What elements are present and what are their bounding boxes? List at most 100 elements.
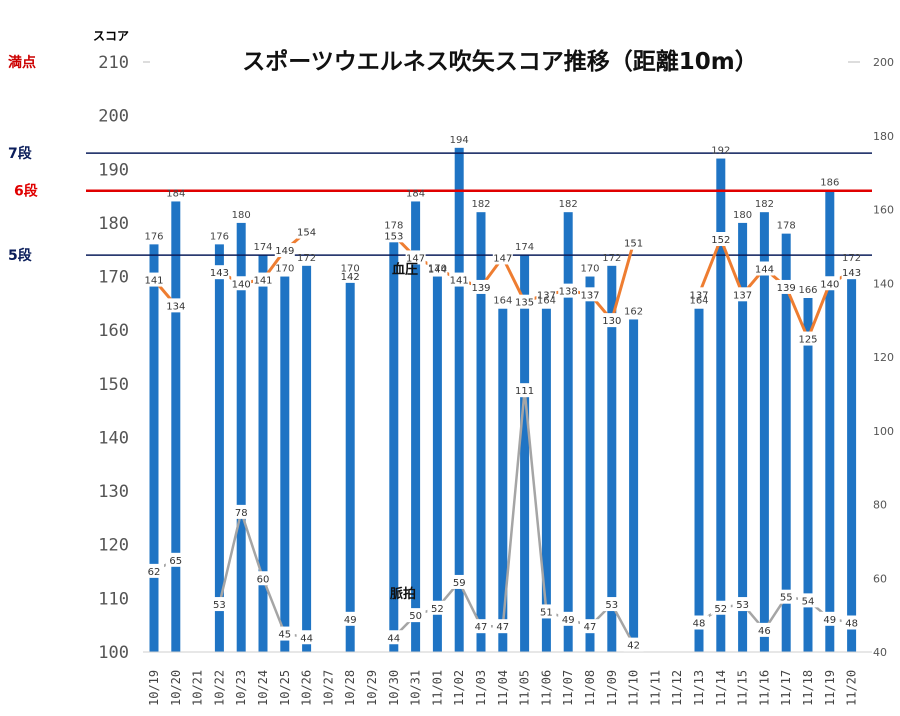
line-label: 78 bbox=[235, 508, 248, 519]
bar-value-label: 194 bbox=[450, 135, 469, 146]
line-label: 140 bbox=[820, 279, 839, 290]
line-label: 60 bbox=[257, 574, 270, 585]
line-label: 137 bbox=[537, 290, 556, 301]
x-tick-label: 11/15 bbox=[736, 670, 750, 706]
bar-10/23 bbox=[236, 222, 246, 652]
x-tick-label: 10/30 bbox=[387, 670, 401, 706]
line-label: 42 bbox=[627, 641, 640, 652]
bar-value-label: 164 bbox=[493, 296, 512, 307]
bar-10/25 bbox=[280, 276, 290, 652]
bar-value-label: 178 bbox=[777, 221, 796, 232]
line-label: 144 bbox=[755, 265, 774, 276]
label-box bbox=[405, 250, 426, 265]
x-tick-label: 10/22 bbox=[212, 670, 226, 706]
x-tick-label: 11/14 bbox=[714, 670, 728, 706]
line-label: 139 bbox=[777, 283, 796, 294]
label-box bbox=[274, 243, 295, 258]
line-label: 65 bbox=[169, 556, 182, 567]
label-box bbox=[536, 287, 557, 302]
y2-tick-label: 200 bbox=[873, 56, 894, 69]
line-label: 47 bbox=[584, 622, 597, 633]
x-tick-label: 11/01 bbox=[430, 670, 444, 706]
bar-11/17 bbox=[781, 233, 791, 653]
bar-value-label: 170 bbox=[341, 264, 360, 275]
bar-value-label: 170 bbox=[428, 264, 447, 275]
line-label: 49 bbox=[562, 615, 575, 626]
bar-value-label: 176 bbox=[144, 231, 163, 242]
label-box bbox=[819, 611, 840, 626]
bar-value-label: 174 bbox=[515, 242, 534, 253]
label-box bbox=[340, 611, 361, 626]
line-label: 55 bbox=[780, 593, 793, 604]
line-label: 153 bbox=[384, 231, 403, 242]
bar-11/09 bbox=[607, 265, 617, 652]
bar-10/22 bbox=[214, 244, 224, 652]
label-box bbox=[165, 298, 186, 313]
chart-title: スポーツウエルネス吹矢スコア推移（距離10m） bbox=[242, 48, 758, 75]
bar-value-label: 184 bbox=[406, 188, 425, 199]
bar-value-label: 180 bbox=[733, 210, 752, 221]
bar-value-label: 172 bbox=[602, 253, 621, 264]
line-label: 53 bbox=[736, 600, 749, 611]
line-label: 140 bbox=[232, 279, 251, 290]
x-tick-label: 11/20 bbox=[845, 670, 859, 706]
reference-label: 6段 bbox=[14, 183, 38, 200]
line-label: 45 bbox=[278, 630, 291, 641]
bar-value-label: 184 bbox=[166, 188, 185, 199]
line-label: 50 bbox=[409, 611, 422, 622]
label-box bbox=[601, 597, 622, 612]
x-tick-label: 11/04 bbox=[496, 670, 510, 706]
y-tick-label: 120 bbox=[98, 536, 129, 556]
line-label: 52 bbox=[431, 604, 444, 615]
label-box bbox=[144, 563, 164, 578]
label-box bbox=[841, 265, 862, 280]
x-tick-label: 10/19 bbox=[147, 670, 161, 706]
line-label: 44 bbox=[300, 633, 313, 644]
bar-10/30 bbox=[389, 233, 399, 653]
line-label: 47 bbox=[496, 622, 509, 633]
line-label: 48 bbox=[845, 619, 858, 630]
y2-tick-label: 180 bbox=[873, 130, 894, 143]
x-tick-label: 10/28 bbox=[343, 670, 357, 706]
bar-11/05 bbox=[520, 255, 530, 652]
label-box bbox=[536, 604, 557, 619]
y-tick-label: 100 bbox=[98, 643, 129, 663]
label-box bbox=[754, 261, 775, 276]
line-label: 53 bbox=[213, 600, 226, 611]
label-box bbox=[449, 574, 470, 589]
label-box bbox=[405, 608, 426, 623]
label-box bbox=[449, 272, 470, 287]
reference-label: 5段 bbox=[8, 247, 32, 264]
label-box bbox=[144, 272, 164, 287]
line-label: 143 bbox=[210, 268, 229, 279]
bar-value-label: 176 bbox=[210, 231, 229, 242]
line-label: 130 bbox=[602, 316, 621, 327]
y-tick-label: 140 bbox=[98, 428, 129, 448]
bar-value-label: 178 bbox=[384, 221, 403, 232]
label-box bbox=[209, 597, 230, 612]
line-label: 137 bbox=[689, 290, 708, 301]
line-label: 47 bbox=[475, 622, 488, 633]
line-label: 49 bbox=[823, 615, 836, 626]
line-label: 151 bbox=[624, 239, 643, 250]
label-box bbox=[689, 287, 709, 302]
x-tick-label: 10/24 bbox=[256, 670, 270, 706]
label-box bbox=[231, 276, 252, 291]
label-box bbox=[580, 287, 600, 302]
line-label: 141 bbox=[450, 276, 469, 287]
x-tick-label: 10/25 bbox=[278, 670, 292, 706]
line-label: 53 bbox=[605, 600, 618, 611]
y2-tick-label: 120 bbox=[873, 351, 894, 364]
x-tick-label: 11/03 bbox=[474, 670, 488, 706]
label-box bbox=[732, 597, 753, 612]
label-box bbox=[623, 235, 644, 250]
x-tick-label: 11/06 bbox=[539, 670, 553, 706]
y2-tick-label: 140 bbox=[873, 277, 894, 290]
x-tick-label: 11/12 bbox=[670, 670, 684, 706]
label-box bbox=[296, 224, 317, 239]
line-label: 144 bbox=[428, 265, 447, 276]
reference-label: 7段 bbox=[8, 145, 32, 162]
line-label: 137 bbox=[733, 290, 752, 301]
label-box bbox=[165, 552, 186, 567]
